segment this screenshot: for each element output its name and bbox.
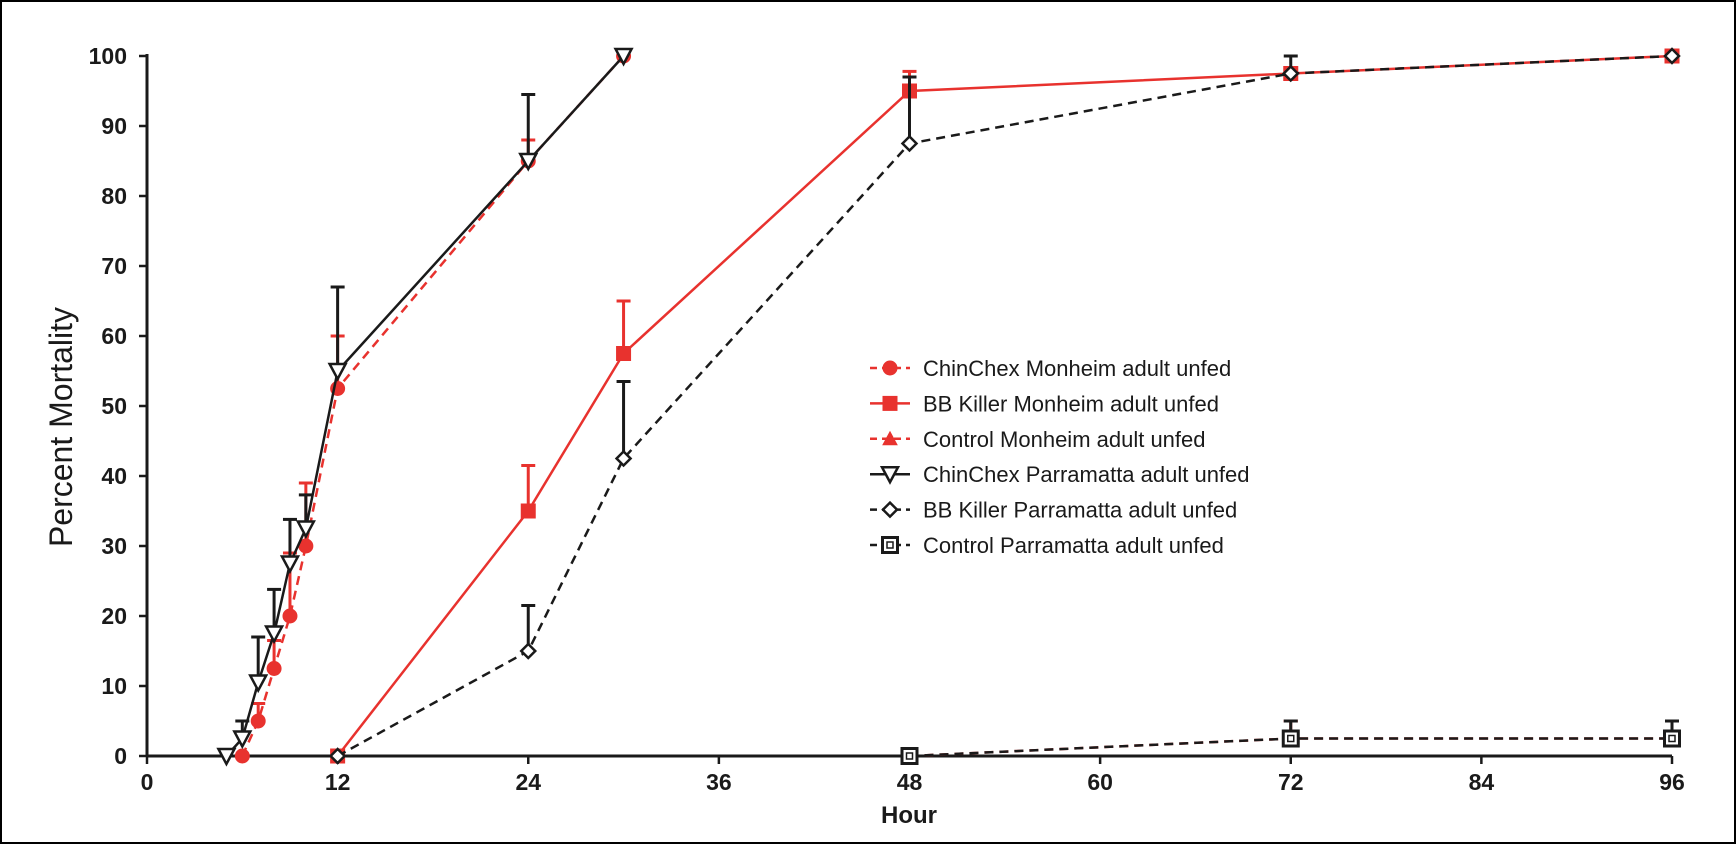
legend-marker-inner xyxy=(886,541,894,549)
data-point xyxy=(234,748,250,764)
data-point xyxy=(520,503,536,519)
y-tick-label: 90 xyxy=(101,113,127,139)
data-point xyxy=(279,555,301,575)
x-tick-label: 84 xyxy=(1469,769,1495,795)
data-point xyxy=(900,747,919,765)
data-point xyxy=(282,608,298,624)
legend: ChinChex Monheim adult unfed BB Killer Mo… xyxy=(870,356,1250,558)
data-point-inner xyxy=(1668,734,1676,743)
data-point xyxy=(266,661,282,676)
legend-label: ChinChex Monheim adult unfed xyxy=(923,356,1231,381)
legend-entry-4: ChinChex Parramatta adult unfed xyxy=(870,462,1250,487)
x-tick-label: 60 xyxy=(1087,769,1113,795)
series-1 xyxy=(234,48,632,764)
legend-entry-2: BB Killer Monheim adult unfed xyxy=(870,391,1219,416)
legend-marker xyxy=(882,430,898,446)
legend-entry-1: ChinChex Monheim adult unfed xyxy=(870,356,1231,381)
legend-marker xyxy=(881,500,899,519)
data-point xyxy=(328,747,347,765)
y-tick-label: 0 xyxy=(114,743,127,769)
y-tick-label: 40 xyxy=(101,463,127,489)
legend-marker xyxy=(879,465,901,485)
data-point-shape xyxy=(616,346,632,361)
y-tick-label: 80 xyxy=(101,183,127,209)
legend-entry-3: Control Monheim adult unfed xyxy=(870,427,1206,452)
legend-entry-5: BB Killer Parramatta adult unfed xyxy=(870,498,1237,523)
data-point xyxy=(264,625,285,645)
data-point xyxy=(519,642,538,660)
data-point xyxy=(1281,64,1300,83)
series-line xyxy=(241,55,625,757)
data-point-shape xyxy=(1663,729,1681,748)
data-point xyxy=(216,747,237,767)
data-point xyxy=(1663,47,1681,65)
series-layer xyxy=(216,47,1681,767)
data-point xyxy=(1663,729,1681,748)
series-5 xyxy=(328,47,1681,765)
legend-marker-shape xyxy=(881,536,899,554)
data-point-inner xyxy=(905,752,914,760)
legend-marker-shape xyxy=(882,395,898,411)
series-6 xyxy=(900,719,1681,765)
data-point-shape xyxy=(900,747,919,765)
legend-label: BB Killer Monheim adult unfed xyxy=(923,391,1219,416)
x-tick-label: 96 xyxy=(1659,769,1685,795)
data-point xyxy=(614,449,633,468)
data-point xyxy=(327,362,348,382)
data-point xyxy=(1281,729,1300,748)
y-tick-label: 100 xyxy=(89,43,127,69)
data-point-inner xyxy=(1287,734,1295,743)
x-tick-label: 0 xyxy=(141,769,154,795)
data-point-shape xyxy=(1281,729,1300,748)
series-4 xyxy=(216,47,634,767)
data-point xyxy=(518,152,539,172)
y-tick-label: 20 xyxy=(101,603,127,629)
data-point xyxy=(900,134,919,153)
legend-label: ChinChex Parramatta adult unfed xyxy=(923,462,1250,487)
data-point-shape xyxy=(520,503,536,519)
legend-marker xyxy=(882,395,898,411)
legend-label: BB Killer Parramatta adult unfed xyxy=(923,498,1237,523)
y-tick-label: 50 xyxy=(101,393,127,419)
legend-entry-6: Control Parramatta adult unfed xyxy=(870,533,1224,558)
data-point xyxy=(250,713,266,729)
x-tick-label: 36 xyxy=(706,769,732,795)
x-tick-label: 12 xyxy=(325,769,351,795)
y-tick-label: 30 xyxy=(101,533,127,559)
axes: 0 12 24 36 48 60 72 84 96 0 10 20 30 40 50 60 70 80 90 100 xyxy=(89,43,1685,795)
x-axis-title: Hour xyxy=(881,802,937,829)
data-point xyxy=(232,730,253,750)
y-tick-label: 10 xyxy=(101,673,127,699)
legend-marker xyxy=(881,536,899,554)
x-tick-label: 72 xyxy=(1278,769,1304,795)
legend-label: Control Parramatta adult unfed xyxy=(923,533,1224,558)
y-tick-label: 60 xyxy=(101,323,127,349)
data-point xyxy=(248,674,269,694)
series-line xyxy=(225,55,625,757)
data-point xyxy=(616,346,632,361)
x-tick-label: 48 xyxy=(897,769,923,795)
legend-label: Control Monheim adult unfed xyxy=(923,427,1206,452)
data-point xyxy=(613,47,634,67)
x-tick-label: 24 xyxy=(515,769,541,795)
y-axis-title: Percent Mortality xyxy=(43,307,79,547)
series-line xyxy=(337,54,1673,758)
y-tick-label: 70 xyxy=(101,253,127,279)
data-point xyxy=(295,520,316,540)
legend-marker xyxy=(882,360,898,376)
